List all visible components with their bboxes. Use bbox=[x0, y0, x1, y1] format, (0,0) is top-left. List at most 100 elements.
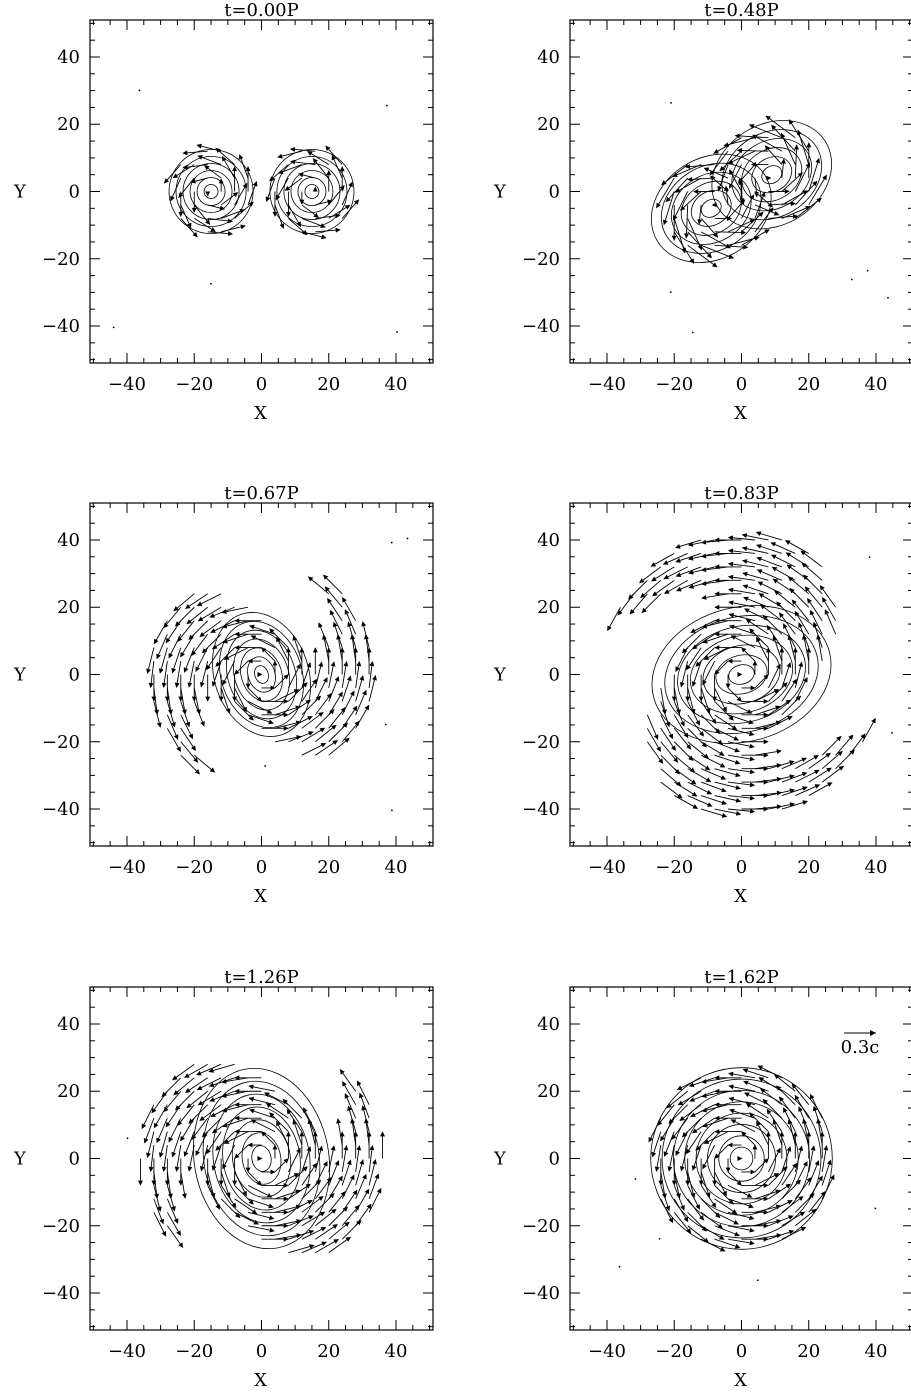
y-tick-label: 0 bbox=[69, 1149, 80, 1170]
arrow-head bbox=[822, 174, 827, 181]
contour bbox=[700, 198, 722, 218]
particle-dot bbox=[406, 537, 409, 540]
arrow-head bbox=[234, 1129, 240, 1135]
velocity-arrow bbox=[660, 781, 683, 799]
velocity-arrow bbox=[318, 623, 330, 648]
arrow-head bbox=[685, 1180, 691, 1186]
arrow-head bbox=[690, 628, 696, 633]
arrow-head bbox=[173, 1090, 179, 1096]
arrow-head bbox=[715, 728, 721, 735]
velocity-arrow bbox=[731, 635, 756, 649]
arrow-head bbox=[662, 1193, 667, 1199]
velocity-arrow bbox=[163, 606, 182, 628]
velocity-arrow bbox=[176, 660, 182, 687]
velocity-arrow bbox=[197, 593, 222, 606]
velocity-arrow bbox=[247, 1184, 272, 1198]
arrow-head bbox=[200, 721, 205, 727]
arrow-head bbox=[676, 1193, 682, 1199]
velocity-arrow bbox=[687, 687, 695, 714]
velocity-arrow bbox=[351, 635, 357, 662]
velocity-arrow bbox=[183, 164, 208, 169]
arrow-head bbox=[690, 1112, 696, 1117]
arrow-head bbox=[798, 1106, 803, 1112]
velocity-arrow bbox=[714, 754, 740, 764]
velocity-arrow bbox=[264, 1092, 289, 1106]
arrow-head bbox=[789, 774, 795, 780]
arrow-head bbox=[824, 609, 830, 615]
velocity-arrow bbox=[641, 593, 662, 613]
arrow-head bbox=[715, 1212, 721, 1219]
velocity-arrow bbox=[652, 1131, 662, 1157]
particle-dot bbox=[384, 723, 387, 726]
particle-dot bbox=[618, 1265, 621, 1268]
arrow-head bbox=[331, 1208, 337, 1214]
y-tick-label: −40 bbox=[522, 799, 560, 820]
arrow-head bbox=[215, 661, 221, 667]
velocity-arrow bbox=[341, 1190, 358, 1213]
velocity-arrow bbox=[673, 1212, 691, 1234]
arrow-head bbox=[210, 227, 216, 232]
velocity-arrow bbox=[607, 607, 621, 631]
arrow-head bbox=[700, 567, 707, 573]
arrow-head bbox=[195, 666, 200, 672]
velocity-arrow bbox=[185, 593, 208, 609]
velocity-arrow bbox=[193, 204, 210, 225]
arrow-head bbox=[779, 1131, 785, 1137]
arrow-head bbox=[180, 1135, 185, 1142]
axis-ticks bbox=[570, 987, 911, 1330]
arrow-head bbox=[208, 1068, 214, 1073]
velocity-arrow bbox=[682, 633, 702, 654]
velocity-arrow bbox=[646, 714, 659, 740]
velocity-arrow bbox=[687, 244, 718, 268]
velocity-arrow bbox=[249, 625, 276, 635]
arrow-head bbox=[234, 1075, 240, 1081]
arrow-head bbox=[714, 604, 720, 610]
contour bbox=[241, 1132, 282, 1185]
arrow-head bbox=[733, 736, 739, 741]
velocity-arrow bbox=[729, 1109, 756, 1119]
velocity-arrow bbox=[701, 552, 729, 557]
velocity-arrow bbox=[794, 181, 818, 206]
velocity-arrow bbox=[727, 1184, 752, 1198]
chart-title: t=1.62P bbox=[704, 967, 779, 988]
arrow-head bbox=[329, 1193, 335, 1199]
velocity-arrow bbox=[172, 1131, 182, 1157]
arrow-head bbox=[763, 752, 769, 758]
arrow-head bbox=[725, 683, 731, 689]
velocity-arrow bbox=[768, 1230, 794, 1240]
velocity-arrow bbox=[206, 647, 222, 670]
velocity-arrow bbox=[704, 167, 729, 179]
velocity-arrow bbox=[328, 1176, 343, 1200]
arrow-head bbox=[668, 1118, 674, 1124]
velocity-arrow bbox=[821, 1146, 827, 1173]
arrow-head bbox=[796, 129, 802, 136]
velocity-arrow bbox=[660, 741, 678, 763]
arrow-head bbox=[812, 1105, 818, 1112]
arrow-head bbox=[307, 576, 314, 582]
arrow-head bbox=[215, 1145, 221, 1151]
velocity-arrow bbox=[156, 633, 168, 659]
velocity-arrow bbox=[727, 1211, 754, 1220]
arrow-head bbox=[778, 1096, 784, 1102]
velocity-arrow bbox=[824, 609, 837, 635]
arrow-head bbox=[826, 767, 832, 773]
x-tick-label: −40 bbox=[588, 374, 626, 395]
y-tick-label: −40 bbox=[42, 799, 80, 820]
arrow-head bbox=[250, 1119, 257, 1124]
arrow-head bbox=[756, 556, 762, 562]
arrow-head bbox=[356, 660, 362, 667]
arrow-head bbox=[813, 755, 819, 760]
arrow-head bbox=[283, 712, 289, 718]
arrow-head bbox=[721, 800, 728, 805]
arrow-head bbox=[727, 535, 734, 541]
velocity-arrow bbox=[754, 764, 781, 770]
arrow-head bbox=[174, 1166, 180, 1172]
arrow-head bbox=[729, 169, 734, 175]
arrow-head bbox=[771, 566, 778, 572]
arrow-head bbox=[677, 793, 683, 799]
arrow-head bbox=[272, 660, 278, 666]
arrow-head bbox=[722, 706, 727, 713]
arrow-head bbox=[657, 1120, 663, 1126]
velocity-arrow bbox=[180, 687, 186, 714]
velocity-arrow bbox=[166, 1212, 181, 1236]
